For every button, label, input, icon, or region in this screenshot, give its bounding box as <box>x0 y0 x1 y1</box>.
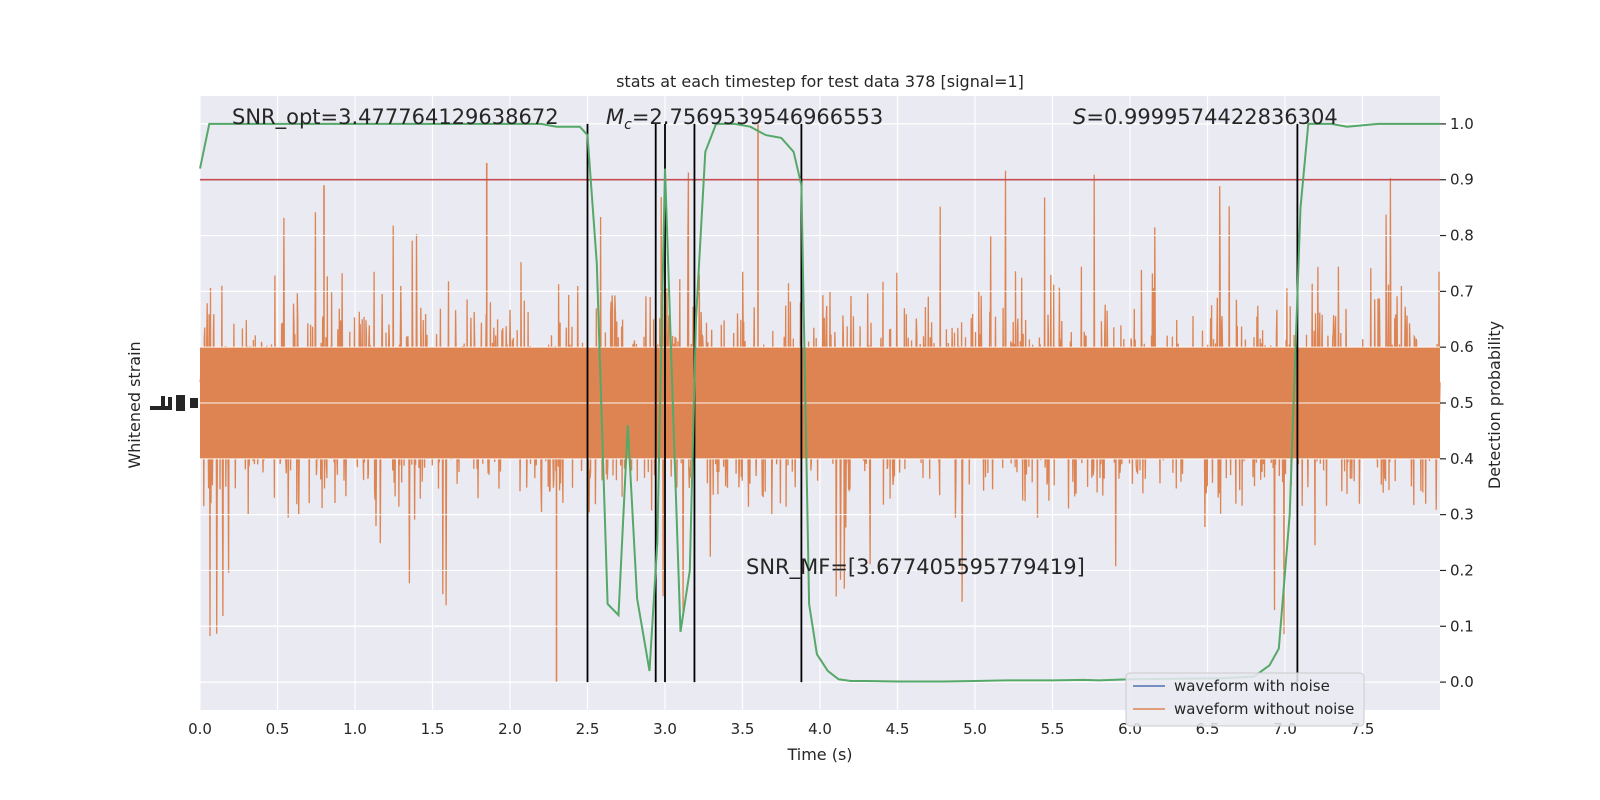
chart-title: stats at each timestep for test data 378… <box>616 72 1024 91</box>
x-tick-label: 3.0 <box>653 720 677 738</box>
x-axis-label: Time (s) <box>786 745 852 764</box>
x-tick-label: 2.0 <box>498 720 522 738</box>
x-tick-label: 3.5 <box>731 720 755 738</box>
y-tick-label: 0.8 <box>1450 227 1474 245</box>
y-tick-label: 0.9 <box>1450 171 1474 189</box>
y-tick-label: 0.1 <box>1450 617 1474 635</box>
legend-label-waveform-without-noise: waveform without noise <box>1174 700 1354 718</box>
y-axis-label-right: Detection probability <box>1485 321 1504 489</box>
x-tick-label: 0.0 <box>188 720 212 738</box>
y-right-axis-ticks: 0.0 0.1 0.2 0.3 0.4 0.5 0.6 0.7 0.8 0.9 1.0 <box>1440 115 1474 691</box>
annotation-snr-mf: SNR_MF=[3.677405595779419] <box>746 555 1085 580</box>
x-tick-label: 1.5 <box>421 720 445 738</box>
x-tick-label: 1.0 <box>343 720 367 738</box>
x-tick-label: 0.5 <box>266 720 290 738</box>
annotation-chirp-mass: Mc=2.7569539546966553 <box>606 105 883 133</box>
annotation-snr-opt: SNR_opt=3.477764129638672 <box>232 105 559 130</box>
y-tick-label: 0.0 <box>1450 673 1474 691</box>
x-tick-label: 4.5 <box>886 720 910 738</box>
legend-label-waveform-with-noise: waveform with noise <box>1174 677 1330 695</box>
legend-box <box>1125 672 1365 727</box>
x-tick-label: 4.0 <box>808 720 832 738</box>
x-tick-label: 2.5 <box>576 720 600 738</box>
x-tick-label: 5.5 <box>1041 720 1065 738</box>
y-tick-label: 0.7 <box>1450 282 1474 300</box>
y-tick-label: 0.5 <box>1450 394 1474 412</box>
legend: waveform with noise waveform without noi… <box>1125 672 1365 727</box>
y-tick-label: 1.0 <box>1450 115 1474 133</box>
y-tick-label: 0.4 <box>1450 450 1474 468</box>
x-tick-label: 5.0 <box>963 720 987 738</box>
y-tick-label: 0.2 <box>1450 561 1474 579</box>
y-axis-label-left: Whitened strain <box>125 341 144 468</box>
y-tick-label: 0.6 <box>1450 338 1474 356</box>
annotation-s-statistic: S=0.9999574422836304 <box>1073 105 1338 129</box>
y-tick-label: 0.3 <box>1450 506 1474 524</box>
left-axis-overlapping-ticks <box>150 395 198 411</box>
